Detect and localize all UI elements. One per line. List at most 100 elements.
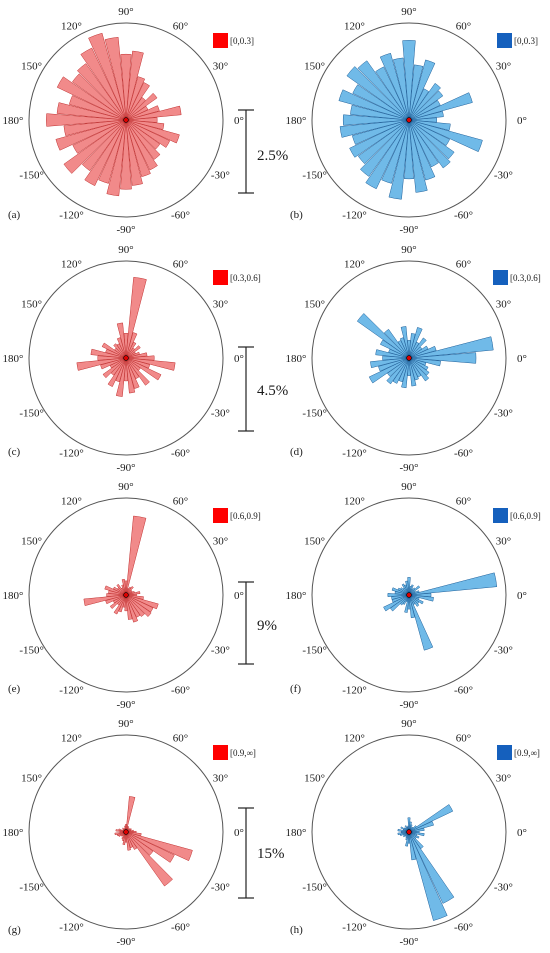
- rose-sector: [407, 577, 411, 596]
- rose-sector: [125, 105, 182, 121]
- angle-label: -30°: [494, 170, 513, 182]
- angle-label: 0°: [234, 115, 244, 127]
- angle-label: 90°: [118, 481, 133, 493]
- angle-label: 60°: [456, 496, 471, 508]
- legend-label: [0.9,∞]: [230, 748, 256, 758]
- angle-label: 30°: [496, 536, 511, 548]
- angle-label: -90°: [399, 462, 418, 474]
- rose-sector: [115, 357, 127, 397]
- rose-sector: [408, 345, 437, 359]
- rose-sector: [351, 119, 410, 145]
- rose-sector: [98, 119, 127, 184]
- angle-label: 60°: [173, 259, 188, 271]
- rose-sector: [90, 348, 127, 359]
- legend-label: [0.6,0.9]: [230, 511, 261, 521]
- angle-label: 30°: [213, 299, 228, 311]
- angle-label: 120°: [344, 496, 365, 508]
- panel-label: (f): [290, 683, 301, 695]
- rose-sector: [125, 586, 134, 596]
- scale-bar-label: 9%: [257, 618, 277, 634]
- center-marker: [406, 829, 412, 835]
- rose-sector: [408, 594, 434, 651]
- panel-label: (b): [290, 209, 303, 221]
- rose-sector: [408, 119, 483, 153]
- legend-label: [0,0.3]: [514, 36, 538, 46]
- rose-sector: [408, 594, 424, 605]
- scale-bar-label: 2.5%: [257, 148, 288, 164]
- legend-swatch: [213, 33, 228, 48]
- rose-sector: [408, 831, 420, 839]
- rose-sector: [46, 113, 127, 127]
- rose-sector: [116, 583, 127, 596]
- legend-label: [0,0.3]: [230, 36, 254, 46]
- rose-sector: [408, 831, 448, 921]
- rose-sector: [408, 357, 429, 371]
- rose-sector: [352, 84, 410, 121]
- angle-label: -120°: [59, 921, 84, 933]
- rose-sector: [408, 592, 432, 598]
- polar-circle: [28, 734, 224, 930]
- rose-sector: [408, 357, 430, 382]
- rose-sector: [123, 357, 129, 382]
- rose-sector: [389, 594, 410, 612]
- rose-sector: [97, 355, 127, 361]
- rose-sector: [125, 105, 160, 121]
- rose-sector: [375, 349, 410, 359]
- angle-label: 120°: [61, 496, 82, 508]
- angle-label: 150°: [304, 773, 325, 785]
- angle-label: 150°: [304, 536, 325, 548]
- rose-sector: [408, 88, 430, 121]
- rose-sector: [408, 333, 416, 359]
- angle-label: -150°: [302, 645, 327, 657]
- rose-sector: [125, 594, 141, 618]
- rose-sector: [365, 119, 410, 190]
- rose-panel-f: 0° 30° 60° 90° 120° 150° 180° -150° -120° -90° -60…: [286, 481, 541, 711]
- angle-label: -150°: [19, 408, 44, 420]
- rose-sector: [357, 60, 410, 121]
- rose-sector: [104, 585, 127, 596]
- angle-label: -90°: [116, 936, 135, 948]
- angle-label: 90°: [118, 244, 133, 256]
- angle-label: -120°: [59, 209, 84, 221]
- angle-label: 120°: [61, 259, 82, 271]
- rose-sector: [346, 66, 410, 121]
- rose-sector: [76, 357, 127, 371]
- angle-label: 180°: [3, 590, 24, 602]
- rose-sector: [125, 594, 145, 617]
- angle-label: 0°: [517, 590, 527, 602]
- angle-label: 90°: [401, 481, 416, 493]
- angle-label: -30°: [211, 408, 230, 420]
- angle-label: 0°: [517, 827, 527, 839]
- rose-sector: [407, 817, 411, 833]
- rose-sector: [125, 357, 162, 381]
- rose-sector: [105, 348, 127, 359]
- rose-sector: [407, 340, 411, 359]
- rose-sector: [356, 313, 410, 359]
- angle-label: -60°: [454, 209, 473, 221]
- rose-sector: [101, 342, 127, 359]
- rose-panel-b: 0° 30° 60° 90° 120° 150° 180° -150° -120° -90° -60…: [286, 6, 538, 236]
- center-marker: [123, 829, 129, 835]
- rose-sector: [55, 119, 127, 151]
- rose-sector: [113, 343, 127, 359]
- angle-label: 30°: [496, 61, 511, 73]
- angle-label: -30°: [494, 645, 513, 657]
- polar-circle: [311, 22, 507, 218]
- angle-label: -120°: [342, 684, 367, 696]
- rose-sector: [125, 796, 136, 833]
- rose-sector: [407, 357, 411, 376]
- rose-sector: [122, 831, 127, 845]
- rose-sector: [118, 594, 127, 613]
- angle-label: 60°: [456, 259, 471, 271]
- rose-sector: [125, 119, 158, 171]
- rose-sector: [125, 515, 147, 596]
- legend-swatch: [213, 745, 228, 760]
- rose-sector: [408, 584, 414, 596]
- rose-sector: [125, 831, 154, 856]
- rose-sector: [125, 357, 176, 371]
- center-marker: [406, 355, 412, 361]
- polar-circle: [311, 260, 507, 456]
- rose-sector: [408, 92, 473, 121]
- scale-bar-1: 2.5%: [238, 109, 288, 194]
- legend-label: [0.6,0.9]: [510, 511, 541, 521]
